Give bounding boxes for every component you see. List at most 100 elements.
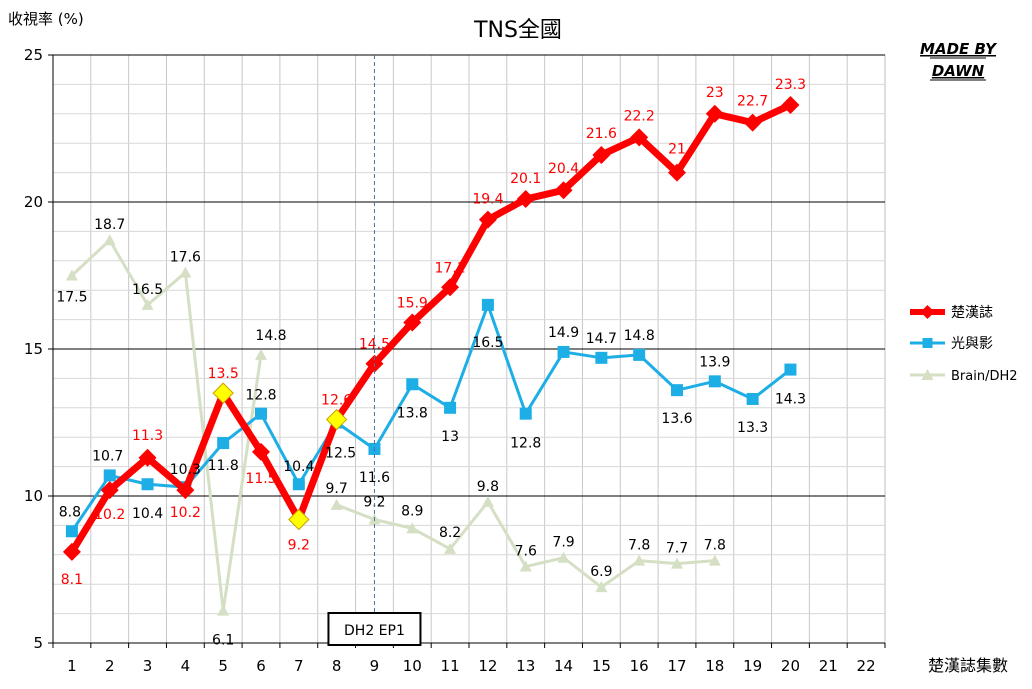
point-brain-dh2 <box>519 560 532 572</box>
data-label-guang-yu-ying: 10.4 <box>132 506 163 522</box>
watermark-line-1: MADE BY <box>920 40 998 58</box>
watermark-line-2: DAWN <box>932 62 985 80</box>
legend-marker-chu-han-zhi <box>920 305 935 319</box>
data-label-brain-dh2: 9.7 <box>326 481 348 497</box>
data-label-guang-yu-ying: 13 <box>441 429 459 445</box>
data-label-chu-han-zhi: 8.1 <box>61 572 83 588</box>
data-label-guang-yu-ying: 13.8 <box>397 405 428 421</box>
data-label-chu-han-zhi: 9.2 <box>288 538 310 554</box>
x-tick-label: 4 <box>181 657 191 675</box>
data-labels: 8.110.211.310.213.511.59.212.614.515.917… <box>56 77 806 649</box>
point-chu-han-zhi <box>403 313 422 332</box>
point-chu-han-zhi <box>252 442 270 461</box>
point-brain-dh2 <box>557 551 570 563</box>
point-guang-yu-ying <box>141 478 154 491</box>
point-guang-yu-ying <box>481 298 494 311</box>
point-chu-han-zhi <box>100 481 119 500</box>
data-label-chu-han-zhi: 13.5 <box>208 366 239 382</box>
x-tick-label: 16 <box>630 657 649 675</box>
point-brain-dh2 <box>217 604 230 616</box>
data-label-guang-yu-ying: 10.3 <box>170 462 201 478</box>
point-brain-dh2 <box>595 581 608 593</box>
x-tick-label: 14 <box>554 657 573 675</box>
legend-marker-guang-yu-ying <box>922 338 933 348</box>
legend-label-brain-dh2: Brain/DH2 <box>951 369 1018 384</box>
data-label-chu-han-zhi: 21 <box>668 142 686 158</box>
data-label-chu-han-zhi: 11.5 <box>245 471 276 487</box>
data-label-brain-dh2: 7.6 <box>515 544 537 560</box>
data-label-guang-yu-ying: 14.8 <box>624 328 655 344</box>
data-label-brain-dh2: 9.8 <box>477 479 499 495</box>
x-tick-label: 17 <box>667 657 686 675</box>
x-tick-label: 12 <box>478 657 497 675</box>
chart-title: TNS全國 <box>473 18 562 43</box>
data-label-chu-han-zhi: 12.6 <box>321 393 352 409</box>
y-tick-label: 15 <box>24 340 43 358</box>
data-label-guang-yu-ying: 16.5 <box>472 335 503 351</box>
data-label-guang-yu-ying: 12.8 <box>245 388 276 404</box>
point-brain-dh2 <box>255 348 267 360</box>
point-brain-dh2 <box>481 495 494 507</box>
x-tick-label: 20 <box>781 657 800 675</box>
x-tick-label: 15 <box>592 657 611 675</box>
y-tick-label: 20 <box>24 193 43 211</box>
y-tick-label: 25 <box>24 46 43 64</box>
point-guang-yu-ying <box>103 469 116 482</box>
point-chu-han-zhi <box>516 190 535 209</box>
point-chu-han-zhi <box>668 163 686 182</box>
annotation-box <box>327 612 422 646</box>
data-label-brain-dh2: 8.2 <box>439 525 461 541</box>
x-tick-label: 22 <box>857 657 876 675</box>
x-tick-label: 3 <box>143 657 153 675</box>
x-tick-label: 1 <box>67 657 77 675</box>
data-label-guang-yu-ying: 12.5 <box>325 446 356 462</box>
x-tick-label: 21 <box>819 657 838 675</box>
series-line-chu-han-zhi <box>68 101 792 554</box>
point-brain-dh2 <box>330 498 343 510</box>
data-label-chu-han-zhi: 22.2 <box>624 108 655 124</box>
legend-label-guang-yu-ying: 光與影 <box>951 336 993 352</box>
data-label-guang-yu-ying: 13.9 <box>699 354 730 370</box>
x-tick-label: 5 <box>218 657 228 675</box>
data-label-brain-dh2: 6.9 <box>590 564 612 580</box>
annotation-text: DH2 EP1 <box>344 623 405 639</box>
data-label-chu-han-zhi: 10.2 <box>94 507 125 523</box>
point-chu-han-zhi <box>743 113 762 132</box>
legend-label-chu-han-zhi: 楚漢誌 <box>951 305 993 321</box>
data-label-chu-han-zhi: 21.6 <box>586 126 617 142</box>
data-label-chu-han-zhi: 20.4 <box>548 161 579 177</box>
x-tick-label: 7 <box>294 657 304 675</box>
data-label-brain-dh2: 16.5 <box>132 282 163 298</box>
y-axis-label: 收視率 (%) <box>8 10 84 28</box>
point-chu-han-zhi-highlight <box>325 408 348 431</box>
x-tick-label: 19 <box>743 657 762 675</box>
data-label-chu-han-zhi: 10.2 <box>170 505 201 521</box>
point-guang-yu-ying <box>444 401 457 414</box>
x-tick-label: 9 <box>370 657 380 675</box>
point-guang-yu-ying <box>633 348 646 361</box>
data-label-chu-han-zhi: 20.1 <box>510 171 541 187</box>
data-label-guang-yu-ying: 14.3 <box>775 392 806 408</box>
point-brain-dh2 <box>141 298 154 310</box>
data-label-guang-yu-ying: 13.3 <box>737 420 768 436</box>
point-chu-han-zhi <box>176 481 195 500</box>
data-label-guang-yu-ying: 10.4 <box>283 459 314 475</box>
point-chu-han-zhi <box>554 181 573 200</box>
point-guang-yu-ying <box>217 437 230 450</box>
point-guang-yu-ying <box>671 384 683 397</box>
y-tick-label: 10 <box>24 487 43 505</box>
data-label-brain-dh2: 8.9 <box>401 503 423 519</box>
x-tick-label: 13 <box>516 657 535 675</box>
point-chu-han-zhi <box>705 104 724 123</box>
y-tick-label: 5 <box>33 634 43 652</box>
point-guang-yu-ying <box>406 378 419 391</box>
point-brain-dh2 <box>444 542 457 554</box>
point-chu-han-zhi <box>592 145 611 164</box>
x-tick-label: 2 <box>105 657 115 675</box>
data-label-brain-dh2: 7.9 <box>552 535 574 551</box>
data-label-guang-yu-ying: 14.7 <box>586 331 617 347</box>
data-label-brain-dh2: 7.8 <box>628 538 650 554</box>
